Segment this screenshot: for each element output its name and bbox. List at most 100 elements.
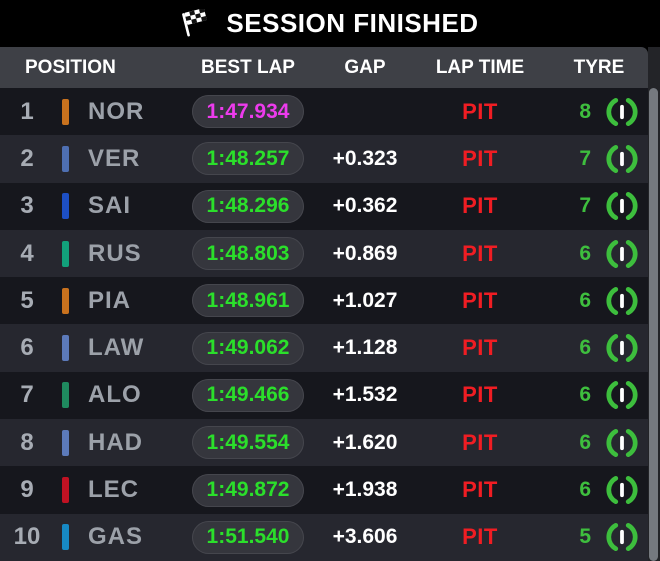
team-color-bar-cell xyxy=(54,145,76,172)
lap-time-pit-status: PIT xyxy=(462,287,498,313)
column-header-position: POSITION xyxy=(25,56,116,78)
position-number: 1 xyxy=(20,97,34,125)
gap-value: +1.938 xyxy=(332,478,398,502)
best-lap-cell: 1:49.872 xyxy=(186,473,310,507)
gap-value: +1.128 xyxy=(332,336,398,360)
tyre-lap-count: 6 xyxy=(579,383,591,407)
team-color-bar-cell xyxy=(54,240,76,267)
position-number: 3 xyxy=(20,192,34,220)
session-status-banner: SESSION FINISHED xyxy=(0,0,660,47)
team-color-bar xyxy=(61,193,69,220)
gap-value: +0.323 xyxy=(332,146,398,170)
tyre-lap-count: 6 xyxy=(579,430,591,454)
tyre-cell xyxy=(596,189,644,223)
intermediate-tyre-icon xyxy=(605,473,639,507)
best-lap-cell: 1:51.540 xyxy=(186,520,310,554)
lap-time-pit-status: PIT xyxy=(462,477,498,503)
best-lap-cell: 1:49.062 xyxy=(186,331,310,365)
tyre-cell xyxy=(596,95,644,129)
table-row-ver[interactable]: 2 VER 1:48.257 +0.323 PIT 7 xyxy=(0,135,660,183)
best-lap-cell: 1:48.257 xyxy=(186,142,310,176)
best-lap-cell: 1:48.803 xyxy=(186,237,310,271)
table-row-gas[interactable]: 10 GAS 1:51.540 +3.606 PIT 5 xyxy=(0,513,660,561)
table-row-lec[interactable]: 9 LEC 1:49.872 +1.938 PIT 6 xyxy=(0,466,660,514)
tyre-lap-count: 6 xyxy=(579,288,591,312)
tyre-cell xyxy=(596,426,644,460)
column-header-gap: GAP xyxy=(344,56,386,78)
best-lap-time: 1:51.540 xyxy=(192,520,304,554)
team-color-bar xyxy=(61,98,69,125)
team-color-bar-cell xyxy=(54,98,76,125)
team-color-bar xyxy=(61,335,69,362)
best-lap-time: 1:48.803 xyxy=(192,237,304,271)
table-row-law[interactable]: 6 LAW 1:49.062 +1.128 PIT 6 xyxy=(0,324,660,372)
tyre-lap-count: 5 xyxy=(579,525,591,549)
team-color-bar-cell xyxy=(54,429,76,456)
table-row-had[interactable]: 8 HAD 1:49.554 +1.620 PIT 6 xyxy=(0,419,660,467)
scrollbar-track[interactable] xyxy=(648,47,660,561)
lap-time-pit-status: PIT xyxy=(462,145,498,171)
intermediate-tyre-icon xyxy=(605,142,639,176)
table-row-pia[interactable]: 5 PIA 1:48.961 +1.027 PIT 6 xyxy=(0,277,660,325)
position-number: 6 xyxy=(20,334,34,362)
best-lap-time: 1:48.257 xyxy=(192,142,304,176)
tyre-lap-count: 8 xyxy=(579,99,591,123)
session-status-title: SESSION FINISHED xyxy=(226,8,479,38)
tyre-cell xyxy=(596,473,644,507)
best-lap-time: 1:49.872 xyxy=(192,473,304,507)
best-lap-time: 1:48.961 xyxy=(192,284,304,318)
column-header-tyre: TYRE xyxy=(573,56,625,78)
driver-code: HAD xyxy=(88,428,143,456)
tyre-cell xyxy=(596,142,644,176)
driver-code: ALO xyxy=(88,381,142,409)
table-row-sai[interactable]: 3 SAI 1:48.296 +0.362 PIT 7 xyxy=(0,182,660,230)
intermediate-tyre-icon xyxy=(605,331,639,365)
best-lap-cell: 1:48.961 xyxy=(186,284,310,318)
driver-code: SAI xyxy=(88,192,132,220)
intermediate-tyre-icon xyxy=(605,426,639,460)
driver-code: NOR xyxy=(88,97,145,125)
gap-value: +3.606 xyxy=(332,525,398,549)
gap-value: +1.027 xyxy=(332,288,398,312)
scrollbar-thumb[interactable] xyxy=(649,88,658,561)
team-color-bar-cell xyxy=(54,287,76,314)
table-row-alo[interactable]: 7 ALO 1:49.466 +1.532 PIT 6 xyxy=(0,371,660,420)
position-number: 9 xyxy=(20,476,34,504)
best-lap-cell: 1:48.296 xyxy=(186,189,310,223)
team-color-bar xyxy=(61,145,69,172)
team-color-bar-cell xyxy=(54,524,76,551)
team-color-bar-cell xyxy=(54,193,76,220)
team-color-bar xyxy=(61,382,69,409)
checkered-flag-icon xyxy=(181,8,213,39)
table-column-header: POSITION BEST LAP GAP LAP TIME TYRE xyxy=(0,47,648,88)
driver-code: LAW xyxy=(88,334,145,362)
team-color-bar xyxy=(61,429,69,456)
intermediate-tyre-icon xyxy=(605,520,639,554)
lap-time-pit-status: PIT xyxy=(462,524,498,550)
intermediate-tyre-icon xyxy=(605,284,639,318)
tyre-cell xyxy=(596,378,644,412)
tyre-lap-count: 7 xyxy=(579,146,591,170)
team-color-bar xyxy=(61,287,69,314)
gap-value: +0.362 xyxy=(332,194,398,218)
tyre-cell xyxy=(596,237,644,271)
lap-time-pit-status: PIT xyxy=(462,98,498,124)
team-color-bar xyxy=(61,477,69,504)
lap-time-pit-status: PIT xyxy=(462,335,498,361)
tyre-lap-count: 7 xyxy=(579,194,591,218)
driver-code: PIA xyxy=(88,286,132,314)
table-row-nor[interactable]: 1 NOR 1:47.934 PIT 8 xyxy=(0,88,660,136)
driver-code: LEC xyxy=(88,476,139,504)
table-row-rus[interactable]: 4 RUS 1:48.803 +0.869 PIT 6 xyxy=(0,229,660,278)
position-number: 8 xyxy=(20,428,34,456)
tyre-lap-count: 6 xyxy=(579,478,591,502)
tyre-lap-count: 6 xyxy=(579,241,591,265)
team-color-bar-cell xyxy=(54,382,76,409)
position-number: 5 xyxy=(20,286,34,314)
team-color-bar xyxy=(61,524,69,551)
lap-time-pit-status: PIT xyxy=(462,382,498,408)
team-color-bar-cell xyxy=(54,335,76,362)
best-lap-cell: 1:47.934 xyxy=(186,95,310,129)
best-lap-cell: 1:49.554 xyxy=(186,426,310,460)
